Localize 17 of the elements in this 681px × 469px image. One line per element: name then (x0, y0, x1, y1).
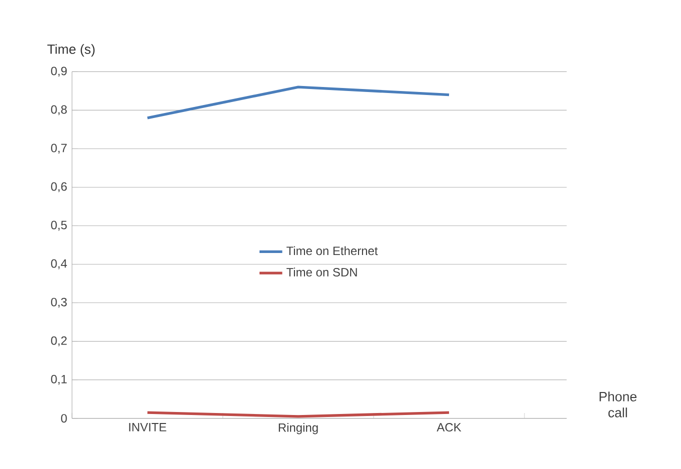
y-tick-label: 0,9 (51, 66, 67, 77)
y-tick-label: 0,1 (51, 374, 67, 385)
y-tick-label: 0,8 (51, 105, 67, 116)
y-tick-label: 0 (61, 414, 67, 423)
y-axis-title: Time (s) (47, 44, 95, 57)
x-tick-label: ACK (436, 423, 462, 432)
legend-label: Time on SDN (286, 268, 357, 276)
y-tick-label: 0,7 (51, 144, 67, 154)
x-axis-title: Phone call (600, 392, 637, 418)
legend-label: Time on Ethernet (286, 246, 378, 256)
y-tick-label: 0,6 (51, 182, 67, 192)
x-tick-label: INVITE (129, 423, 166, 432)
y-tick-label: 0,4 (51, 259, 67, 270)
y-tick-label: 0,5 (51, 220, 67, 231)
y-tick-label: 0,2 (51, 336, 67, 346)
x-tick-label: Ringing (278, 423, 318, 434)
y-tick-label: 0,3 (51, 298, 67, 308)
